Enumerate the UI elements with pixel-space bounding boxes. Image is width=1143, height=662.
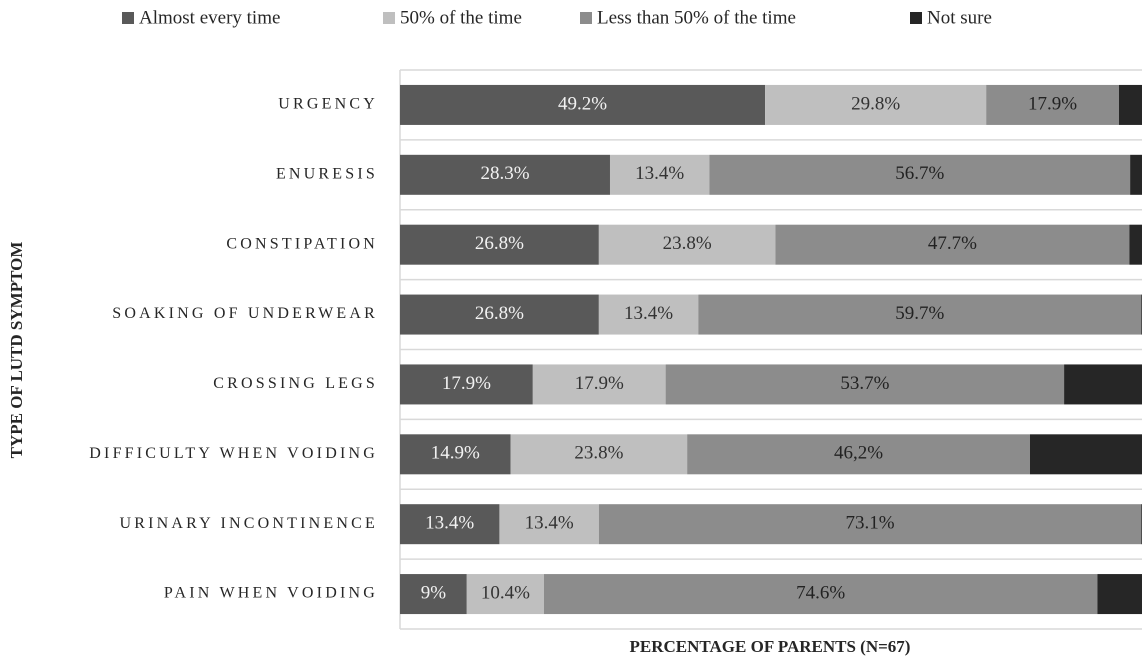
bar-segment	[1129, 224, 1142, 265]
data-label: 17.9%	[575, 373, 624, 394]
data-label: 17.9%	[1028, 93, 1077, 114]
bar-segment	[1029, 434, 1142, 475]
data-label: 10.4%	[481, 582, 530, 603]
data-label: 13.4%	[624, 303, 673, 324]
bar-segment	[1097, 574, 1142, 615]
bar-segment	[765, 84, 987, 125]
bar-segment	[400, 364, 533, 405]
y-axis-title: TYPE OF LUTD SYMPTOM	[7, 242, 26, 459]
data-label: 13.4%	[525, 513, 574, 534]
data-label: 23.8%	[574, 443, 623, 464]
data-label: 73.1%	[846, 513, 895, 534]
data-label: 74.6%	[796, 582, 845, 603]
y-tick-label: ENURESIS	[276, 165, 378, 182]
legend-swatch	[122, 12, 134, 24]
data-label: 59.7%	[895, 303, 944, 324]
legend-swatch	[580, 12, 592, 24]
y-tick-label: URINARY INCONTINENCE	[119, 515, 378, 532]
bar-segment	[665, 364, 1065, 405]
bar-segment	[598, 294, 699, 335]
bar-segment	[598, 504, 1142, 545]
data-label: 53.7%	[840, 373, 889, 394]
legend-swatch	[910, 12, 922, 24]
bar-segment	[400, 84, 766, 125]
legend-label: 50% of the time	[400, 7, 522, 28]
legend-swatch	[383, 12, 395, 24]
data-label: 26.8%	[475, 303, 524, 324]
legend-label: Less than 50% of the time	[597, 7, 796, 28]
data-label: 29.8%	[851, 93, 900, 114]
bar-segment	[400, 574, 467, 615]
x-axis-title: PERCENTAGE OF PARENTS (N=67)	[630, 637, 911, 656]
data-label: 9%	[421, 582, 447, 603]
data-label: 26.8%	[475, 233, 524, 254]
legend-label: Almost every time	[139, 7, 280, 28]
bar-segment	[687, 434, 1030, 475]
data-label: 56.7%	[895, 163, 944, 184]
data-label: 47.7%	[928, 233, 977, 254]
data-label: 28.3%	[480, 163, 529, 184]
bar-segment	[609, 154, 710, 195]
bar-segment	[466, 574, 544, 615]
bar-segment	[510, 434, 688, 475]
bar-segment	[400, 294, 599, 335]
bar-segment	[1141, 504, 1142, 545]
data-label: 13.4%	[425, 513, 474, 534]
bar-segment	[1141, 294, 1142, 335]
y-tick-label: SOAKING OF UNDERWEAR	[112, 305, 378, 322]
data-label: 13.4%	[635, 163, 684, 184]
y-tick-label: DIFFICULTY WHEN VOIDING	[89, 445, 378, 462]
bar-segment	[598, 224, 776, 265]
y-tick-label: CROSSING LEGS	[213, 375, 378, 392]
bar-segment	[1130, 154, 1142, 195]
y-tick-label: CONSTIPATION	[226, 235, 378, 252]
bar-segment	[532, 364, 666, 405]
data-label: 17.9%	[442, 373, 491, 394]
data-label: 49.2%	[558, 93, 607, 114]
bar-segment	[400, 504, 500, 545]
bar-segment	[499, 504, 599, 545]
bar-segment	[400, 434, 511, 475]
bar-segment	[400, 154, 610, 195]
bar-segment	[698, 294, 1142, 335]
data-label: 14.9%	[431, 443, 480, 464]
bar-segment	[1064, 364, 1142, 405]
y-tick-label: URGENCY	[278, 96, 378, 113]
legend-label: Not sure	[927, 7, 992, 28]
y-tick-label: PAIN WHEN VOIDING	[164, 585, 378, 602]
bar-segment	[775, 224, 1130, 265]
bar-segment	[400, 224, 599, 265]
bar-segment	[543, 574, 1098, 615]
data-label: 23.8%	[663, 233, 712, 254]
bar-segment	[709, 154, 1131, 195]
bar-segment	[1118, 84, 1142, 125]
data-label: 46,2%	[834, 443, 883, 464]
bar-segment	[986, 84, 1119, 125]
